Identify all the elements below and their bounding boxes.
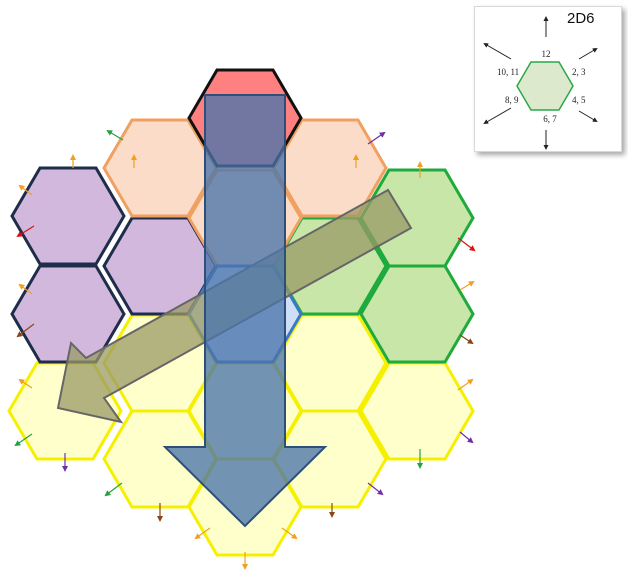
edge-arrow-8	[18, 283, 33, 295]
legend-arrow-sw	[483, 107, 512, 124]
edge-arrow-25	[367, 482, 384, 496]
legend-label-sw: 8, 9	[505, 95, 519, 105]
scatter-legend: 12 2, 3 4, 5 6, 7 8, 9 10, 11 2D6	[474, 6, 622, 152]
edge-arrow-9	[16, 323, 35, 338]
edge-arrow-16	[18, 378, 33, 389]
edge-arrow-17	[14, 433, 33, 447]
hex-purple-8	[10, 166, 126, 266]
edge-arrow-7	[16, 225, 35, 238]
scatter-arrow-blue	[162, 94, 328, 528]
legend-arrow-se	[578, 110, 598, 123]
hex-green-12	[359, 264, 475, 364]
edge-arrow-23	[281, 527, 298, 540]
legend-diagram: 12 2, 3 4, 5 6, 7 8, 9 10, 11	[483, 16, 598, 150]
legend-label-se: 4, 5	[572, 95, 586, 105]
edge-arrows	[14, 129, 476, 570]
legend-label-s: 6, 7	[543, 114, 557, 124]
hex-orange-14	[102, 118, 218, 218]
legend-title: 2D6	[567, 10, 595, 27]
legend-label-n: 12	[542, 49, 551, 59]
edge-arrow-14	[459, 431, 474, 444]
edge-arrow-6	[18, 184, 33, 196]
edge-arrow-21	[194, 527, 211, 540]
legend-arrow-ne	[578, 47, 598, 60]
edge-arrow-11	[459, 280, 475, 291]
edge-arrow-12	[459, 334, 474, 345]
edge-arrow-10	[457, 237, 476, 252]
edge-arrow-13	[457, 378, 474, 391]
edge-arrow-4	[367, 131, 386, 145]
legend-arrow-nw	[483, 43, 512, 60]
edge-arrow-19	[104, 482, 123, 497]
edge-arrow-2	[106, 129, 124, 141]
legend-label-ne: 2, 3	[572, 67, 586, 77]
legend-hex	[516, 61, 574, 111]
legend-label-nw: 10, 11	[497, 67, 519, 77]
